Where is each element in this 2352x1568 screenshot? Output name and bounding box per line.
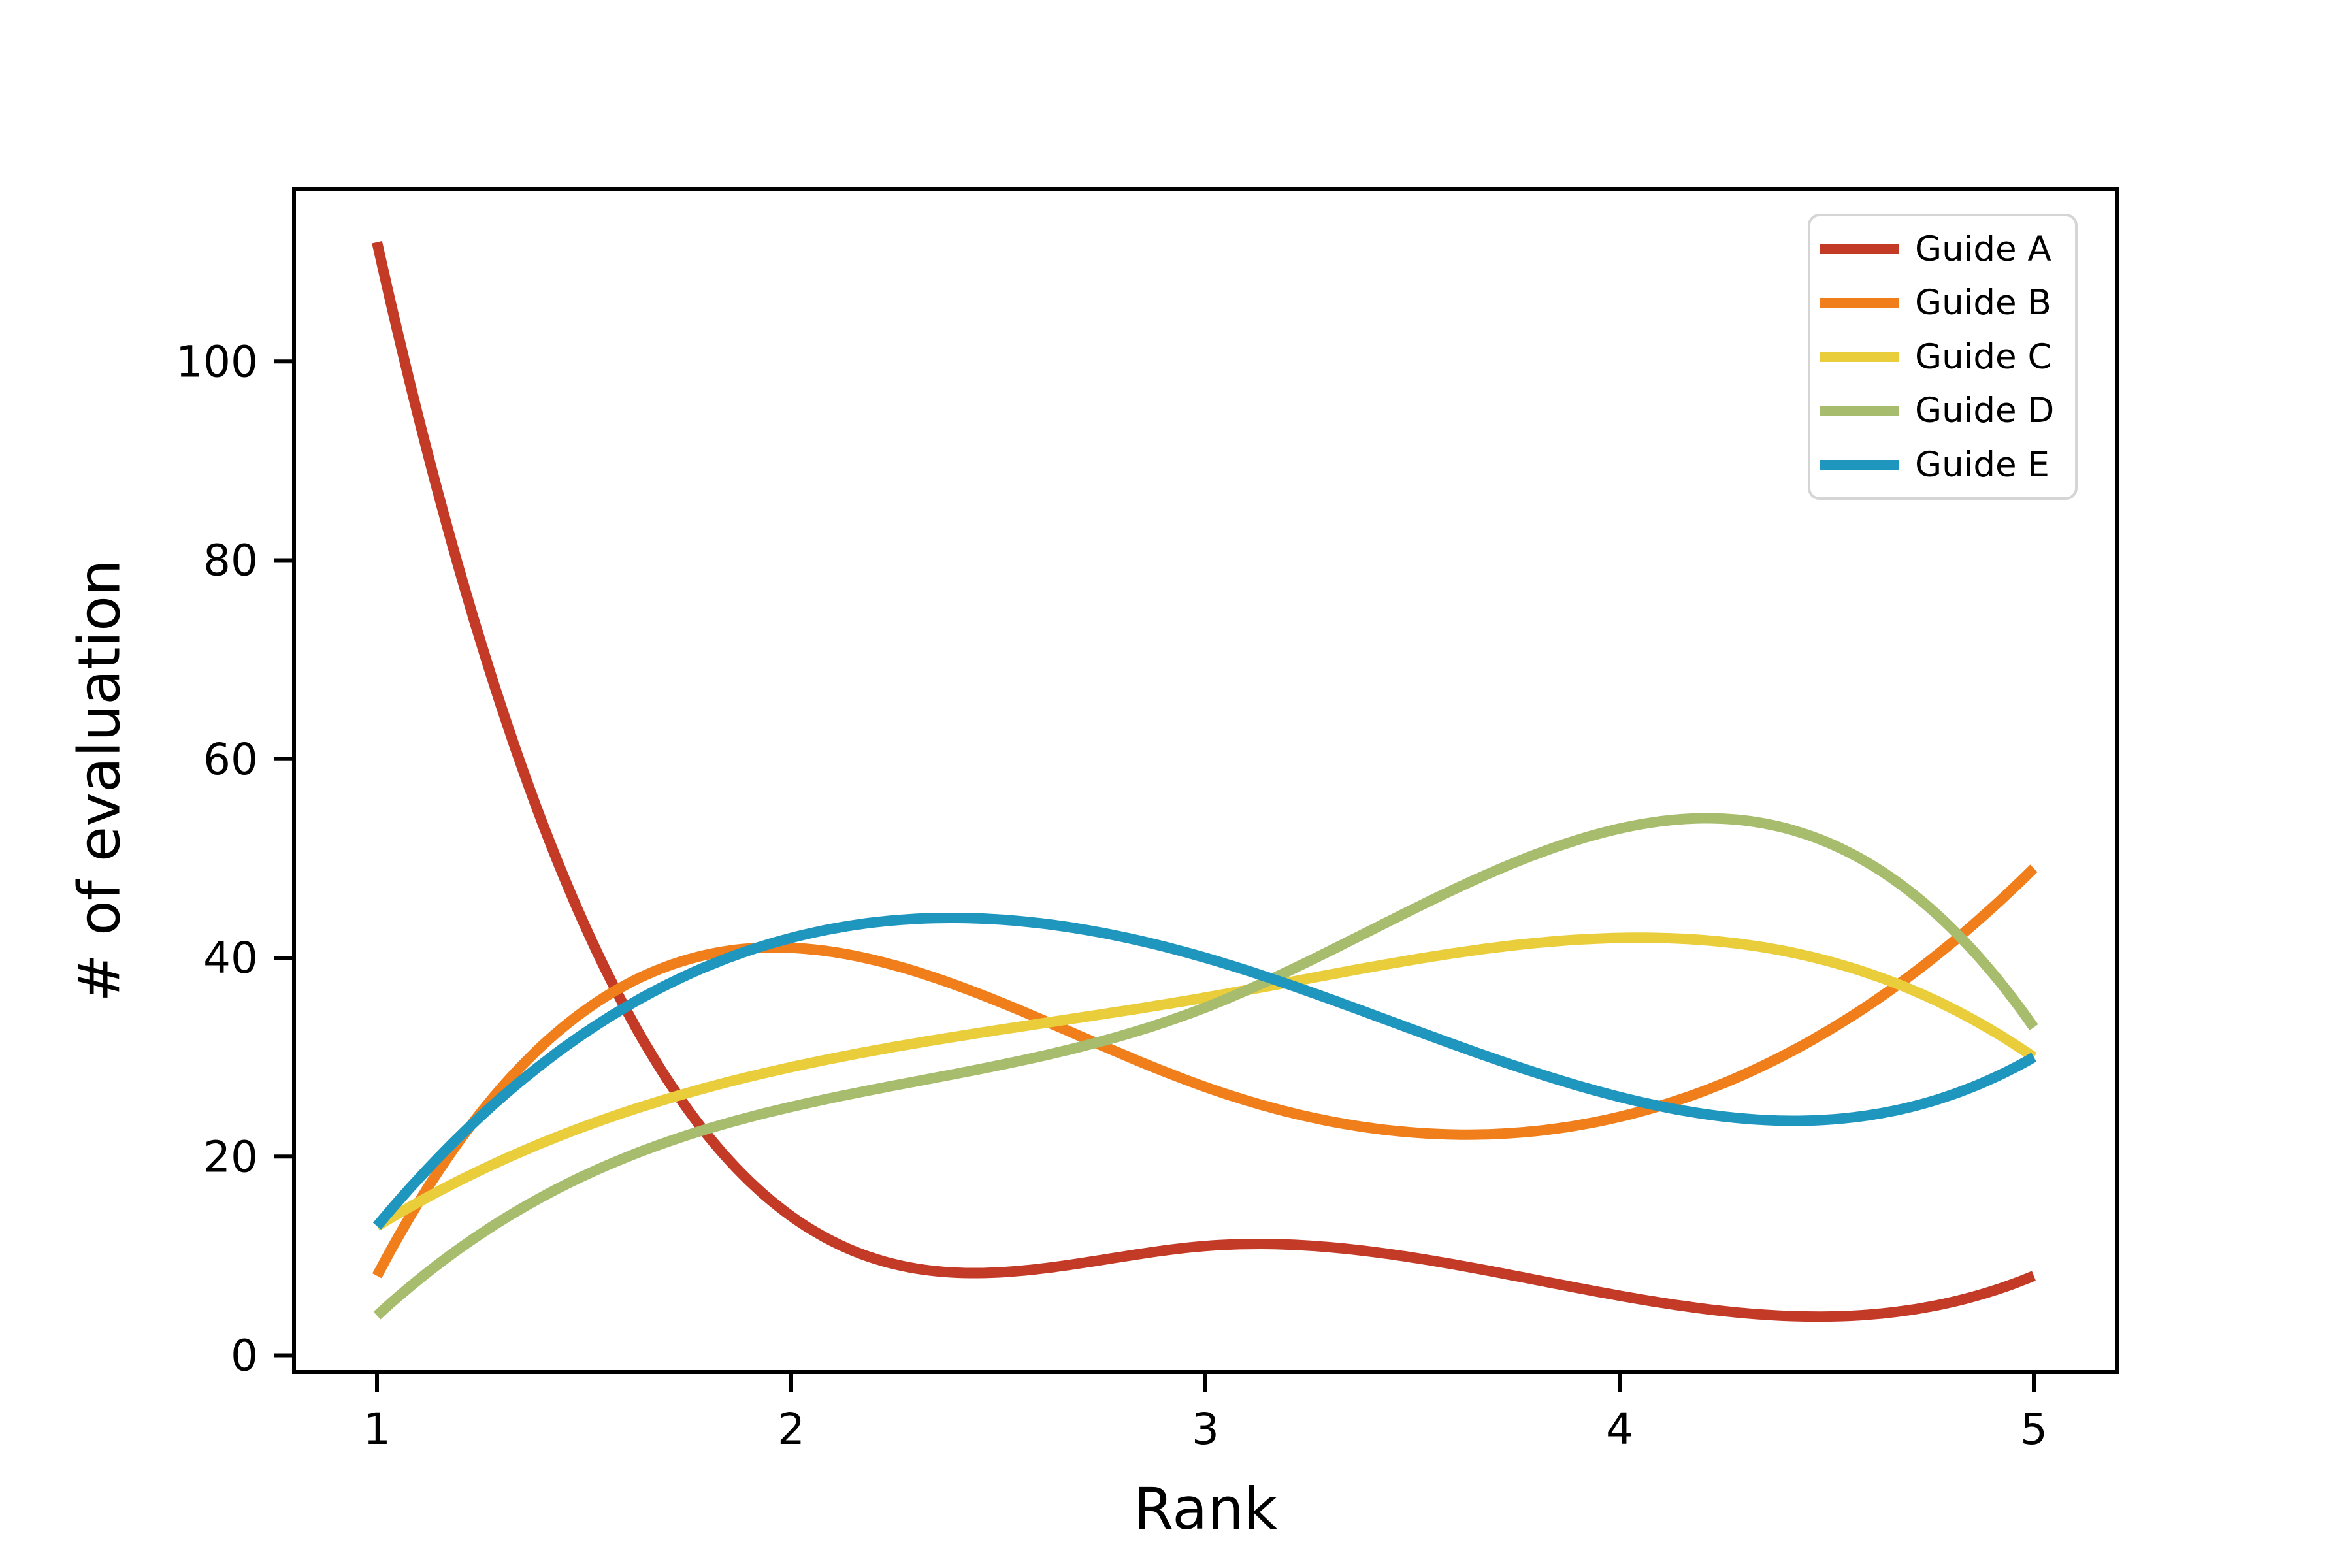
- series-line-guide-a: [372, 240, 2036, 1322]
- legend-item-guide-d: Guide D: [1810, 393, 2075, 429]
- x-tick-label: 3: [1192, 1404, 1219, 1454]
- legend: Guide A Guide B Guide C Guide D Guide E: [1808, 214, 2078, 500]
- series-line-guide-e: [372, 913, 2036, 1230]
- legend-label: Guide A: [1915, 229, 2051, 269]
- y-tick-label: 20: [203, 1132, 258, 1182]
- legend-label: Guide C: [1915, 336, 2052, 377]
- x-tick-label: 1: [363, 1404, 391, 1454]
- x-tick-label: 5: [2020, 1404, 2048, 1454]
- series-line-guide-d: [373, 813, 2038, 1320]
- legend-item-guide-e: Guide E: [1810, 446, 2075, 483]
- y-axis-label: # of evaluation: [65, 559, 133, 1002]
- x-axis-label: Rank: [1134, 1475, 1277, 1543]
- series-line-guide-c: [374, 932, 2037, 1231]
- legend-label: Guide D: [1915, 391, 2055, 431]
- legend-swatch-guide-b: [1820, 298, 1899, 308]
- y-tick-label: 60: [203, 734, 258, 785]
- legend-swatch-guide-c: [1820, 351, 1899, 362]
- legend-label: Guide B: [1915, 283, 2051, 323]
- legend-item-guide-c: Guide C: [1810, 338, 2075, 375]
- legend-swatch-guide-e: [1820, 459, 1899, 470]
- y-tick-label: 100: [176, 336, 258, 387]
- legend-swatch-guide-d: [1820, 406, 1899, 416]
- legend-item-guide-a: Guide A: [1810, 231, 2075, 267]
- series-line-guide-b: [372, 864, 2038, 1279]
- x-tick-label: 2: [777, 1404, 805, 1454]
- y-tick-label: 0: [231, 1331, 258, 1381]
- x-tick-label: 4: [1606, 1404, 1633, 1454]
- legend-label: Guide E: [1915, 444, 2050, 485]
- legend-item-guide-b: Guide B: [1810, 285, 2075, 321]
- y-tick-label: 40: [203, 933, 258, 983]
- legend-swatch-guide-a: [1820, 244, 1899, 254]
- y-tick-label: 80: [203, 536, 258, 586]
